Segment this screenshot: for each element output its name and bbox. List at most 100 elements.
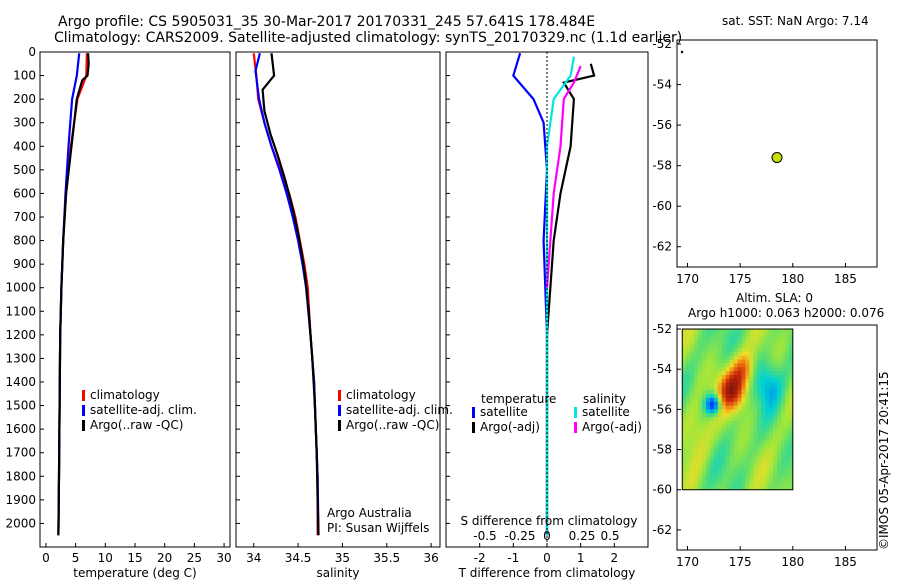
sla-cell — [737, 374, 742, 380]
sla-cell — [713, 355, 719, 361]
sla-cell — [741, 363, 746, 368]
sla-cell — [784, 390, 790, 395]
sla-cell — [682, 474, 687, 479]
sla-cell — [765, 451, 770, 456]
sla-cell — [741, 470, 746, 475]
sla-cell — [773, 478, 778, 483]
sla-cell — [753, 470, 758, 475]
sla-cell — [749, 439, 754, 445]
sla-cell — [765, 474, 770, 479]
sla-cell — [753, 344, 758, 349]
sla-cell — [729, 382, 734, 387]
sla-cell — [745, 470, 750, 475]
sla-cell — [709, 478, 715, 483]
sla-cell — [741, 374, 746, 380]
sla-cell — [753, 474, 758, 479]
sla-cell — [694, 355, 699, 361]
sla-cell — [784, 367, 790, 372]
sla-cell — [698, 432, 703, 437]
sla-cell — [717, 351, 723, 357]
sla-cell — [765, 340, 770, 345]
sla-cell — [733, 340, 738, 345]
sla-cell — [761, 424, 766, 429]
sla-cell — [705, 462, 711, 468]
sla-cell — [690, 336, 695, 341]
sla-cell — [733, 367, 738, 372]
sla-cell — [682, 424, 687, 429]
sla-cell — [729, 344, 734, 349]
sla-cell — [713, 401, 719, 406]
sla-cell — [757, 382, 762, 387]
sla-cell — [729, 405, 734, 410]
sla-cell — [777, 462, 782, 468]
sla-cell — [682, 359, 687, 364]
sla-cell — [753, 482, 758, 487]
sla-cell — [686, 394, 691, 399]
sla-cell — [741, 336, 746, 341]
sla-cell — [777, 413, 782, 418]
sla-cell — [769, 447, 774, 452]
sla-cell — [713, 351, 719, 357]
sla-cell — [761, 355, 766, 361]
sla-cell — [694, 363, 699, 368]
sla-cell — [698, 462, 703, 468]
sla-cell — [709, 367, 715, 372]
sla-cell — [741, 455, 746, 460]
sla-cell — [694, 455, 699, 460]
sla-cell — [773, 386, 778, 391]
sla-cell — [725, 482, 731, 487]
sla-cell — [737, 455, 742, 460]
sla-cell — [777, 340, 782, 345]
sla-cell — [705, 397, 711, 403]
sla-cell — [741, 390, 746, 395]
map-title-sla: Altim. SLA: 0 — [736, 291, 813, 305]
sla-cell — [725, 413, 731, 418]
sla-cell — [753, 439, 758, 445]
sla-cell — [717, 474, 723, 479]
sla-cell — [733, 439, 738, 445]
sla-cell — [753, 413, 758, 418]
sla-cell — [686, 420, 691, 426]
sla-cell — [753, 424, 758, 429]
sla-cell — [777, 382, 782, 387]
sla-cell — [709, 451, 715, 456]
sla-cell — [733, 386, 738, 391]
sla-cell — [682, 355, 687, 361]
sla-cell — [780, 447, 786, 452]
sla-cell — [690, 378, 695, 383]
sla-cell — [705, 363, 711, 368]
sla-cell — [713, 436, 719, 441]
sla-cell — [682, 371, 687, 376]
sla-cell — [749, 436, 754, 441]
sla-cell — [713, 420, 719, 426]
sla-cell — [769, 359, 774, 364]
sla-cell — [741, 344, 746, 349]
legend-label: Argo(-adj) — [480, 420, 540, 434]
sla-cell — [765, 466, 770, 471]
sla-cell — [713, 482, 719, 487]
panel-2-xtick-label: 2 — [611, 551, 619, 565]
sla-cell — [698, 394, 703, 399]
sla-cell — [682, 451, 687, 456]
sla-cell — [788, 386, 794, 391]
sla-cell — [713, 424, 719, 429]
sla-cell — [705, 340, 711, 345]
sla-cell — [721, 336, 727, 341]
sla-cell — [725, 478, 731, 483]
argo-float-marker — [771, 152, 783, 164]
sla-cell — [761, 470, 766, 475]
sla-cell — [777, 451, 782, 456]
depth-tick-label: 300 — [13, 116, 36, 130]
sla-cell — [733, 424, 738, 429]
sla-cell — [705, 386, 711, 391]
sla-cell — [777, 439, 782, 445]
sla-cell — [686, 329, 691, 334]
sla-cell — [753, 409, 758, 414]
sla-cell — [780, 466, 786, 471]
sla-cell — [780, 439, 786, 445]
map-xtick-label: 170 — [676, 555, 699, 569]
sla-cell — [769, 413, 774, 418]
sla-cell — [733, 474, 738, 479]
map-ytick-label: -54 — [652, 78, 672, 92]
sla-cell — [737, 371, 742, 376]
